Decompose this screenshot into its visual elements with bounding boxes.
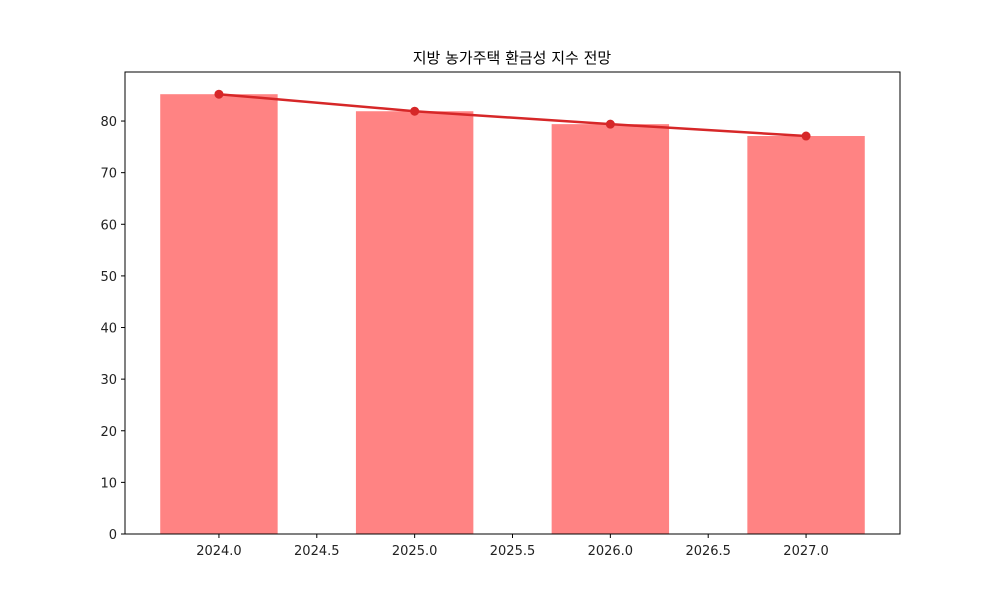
bar [160,94,278,534]
x-tick-label: 2027.0 [783,544,829,559]
y-tick-label: 70 [100,167,117,182]
x-tick-label: 2024.5 [294,544,340,559]
y-tick-label: 50 [100,270,117,285]
bar [747,136,865,534]
y-tick-label: 30 [100,373,117,388]
line-marker [410,106,420,116]
x-tick-label: 2025.0 [392,544,438,559]
y-axis: 0 10 20 30 40 50 60 70 80 [100,115,125,543]
x-axis: 2024.0 2024.5 2025.0 2025.5 2026.0 2026.5 2027… [196,534,829,559]
x-tick-label: 2026.5 [685,544,731,559]
y-tick-label: 0 [109,528,117,543]
y-tick-label: 80 [100,115,117,130]
bar [355,111,474,534]
line-marker [801,131,811,141]
y-tick-label: 60 [100,218,117,233]
x-tick-label: 2024.0 [196,544,242,559]
line-series [214,89,811,141]
line-marker [214,89,224,99]
y-tick-label: 40 [100,322,117,337]
x-tick-label: 2026.0 [588,544,634,559]
trend-line [218,92,807,138]
line-marker [605,119,615,129]
bar-series [160,94,865,534]
chart-title: 지방 농가주택 환금성 지수 전망 [413,49,612,67]
bar [551,124,670,534]
y-tick-label: 20 [100,425,117,440]
x-tick-label: 2025.5 [490,544,536,559]
y-tick-label: 10 [100,476,117,491]
